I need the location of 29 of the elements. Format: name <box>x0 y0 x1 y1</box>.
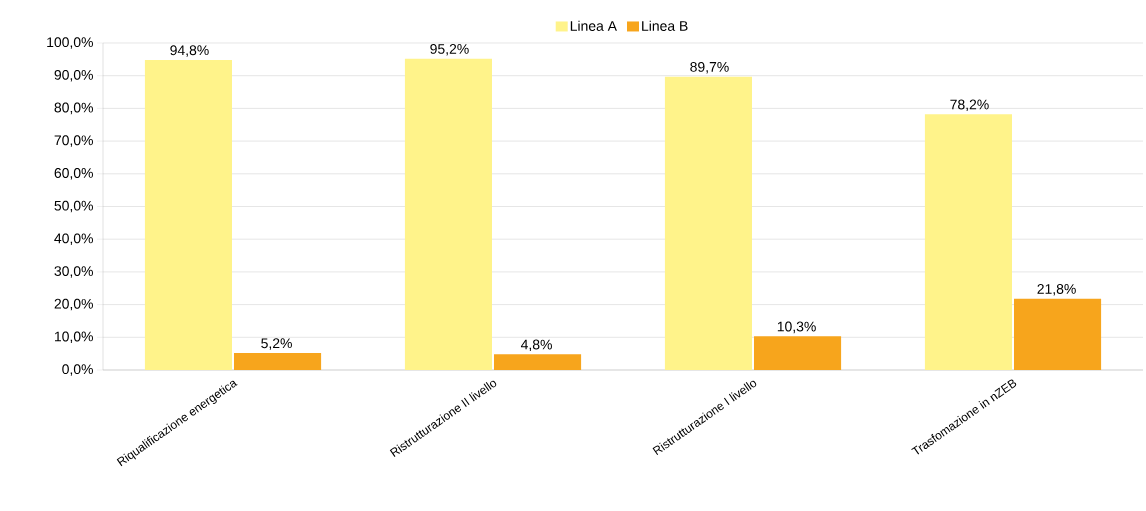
y-tick-label: 30,0% <box>54 266 93 278</box>
y-tick-label: 80,0% <box>54 102 93 115</box>
y-tick-label: 100,0% <box>47 37 93 49</box>
bar <box>144 60 232 370</box>
y-tick-label: 40,0% <box>54 233 93 245</box>
data-label: 4,8% <box>520 339 552 352</box>
y-tick-label: 60,0% <box>54 168 93 180</box>
y-tick-label: 70,0% <box>54 135 93 147</box>
bar <box>754 336 842 370</box>
legend-label: Linea A <box>570 20 617 31</box>
bar <box>404 58 492 370</box>
data-label: 89,7% <box>690 61 729 74</box>
bar <box>664 76 752 370</box>
bar <box>924 114 1012 370</box>
legend-label: Linea B <box>642 20 688 31</box>
data-label: 95,2% <box>430 43 469 56</box>
y-tick-label: 90,0% <box>54 69 93 82</box>
data-label: 21,8% <box>1037 283 1076 296</box>
data-label: 5,2% <box>261 338 292 350</box>
y-tick-label: 50,0% <box>54 200 93 213</box>
bar <box>1014 298 1102 370</box>
data-label: 78,2% <box>950 99 989 112</box>
y-tick-label: 0,0% <box>62 364 93 376</box>
y-tick-label: 20,0% <box>54 298 93 311</box>
y-tick-label: 10,0% <box>54 331 93 344</box>
data-label: 10,3% <box>777 321 816 334</box>
data-label: 94,8% <box>170 45 209 57</box>
bar <box>494 354 582 370</box>
bar <box>234 353 322 370</box>
